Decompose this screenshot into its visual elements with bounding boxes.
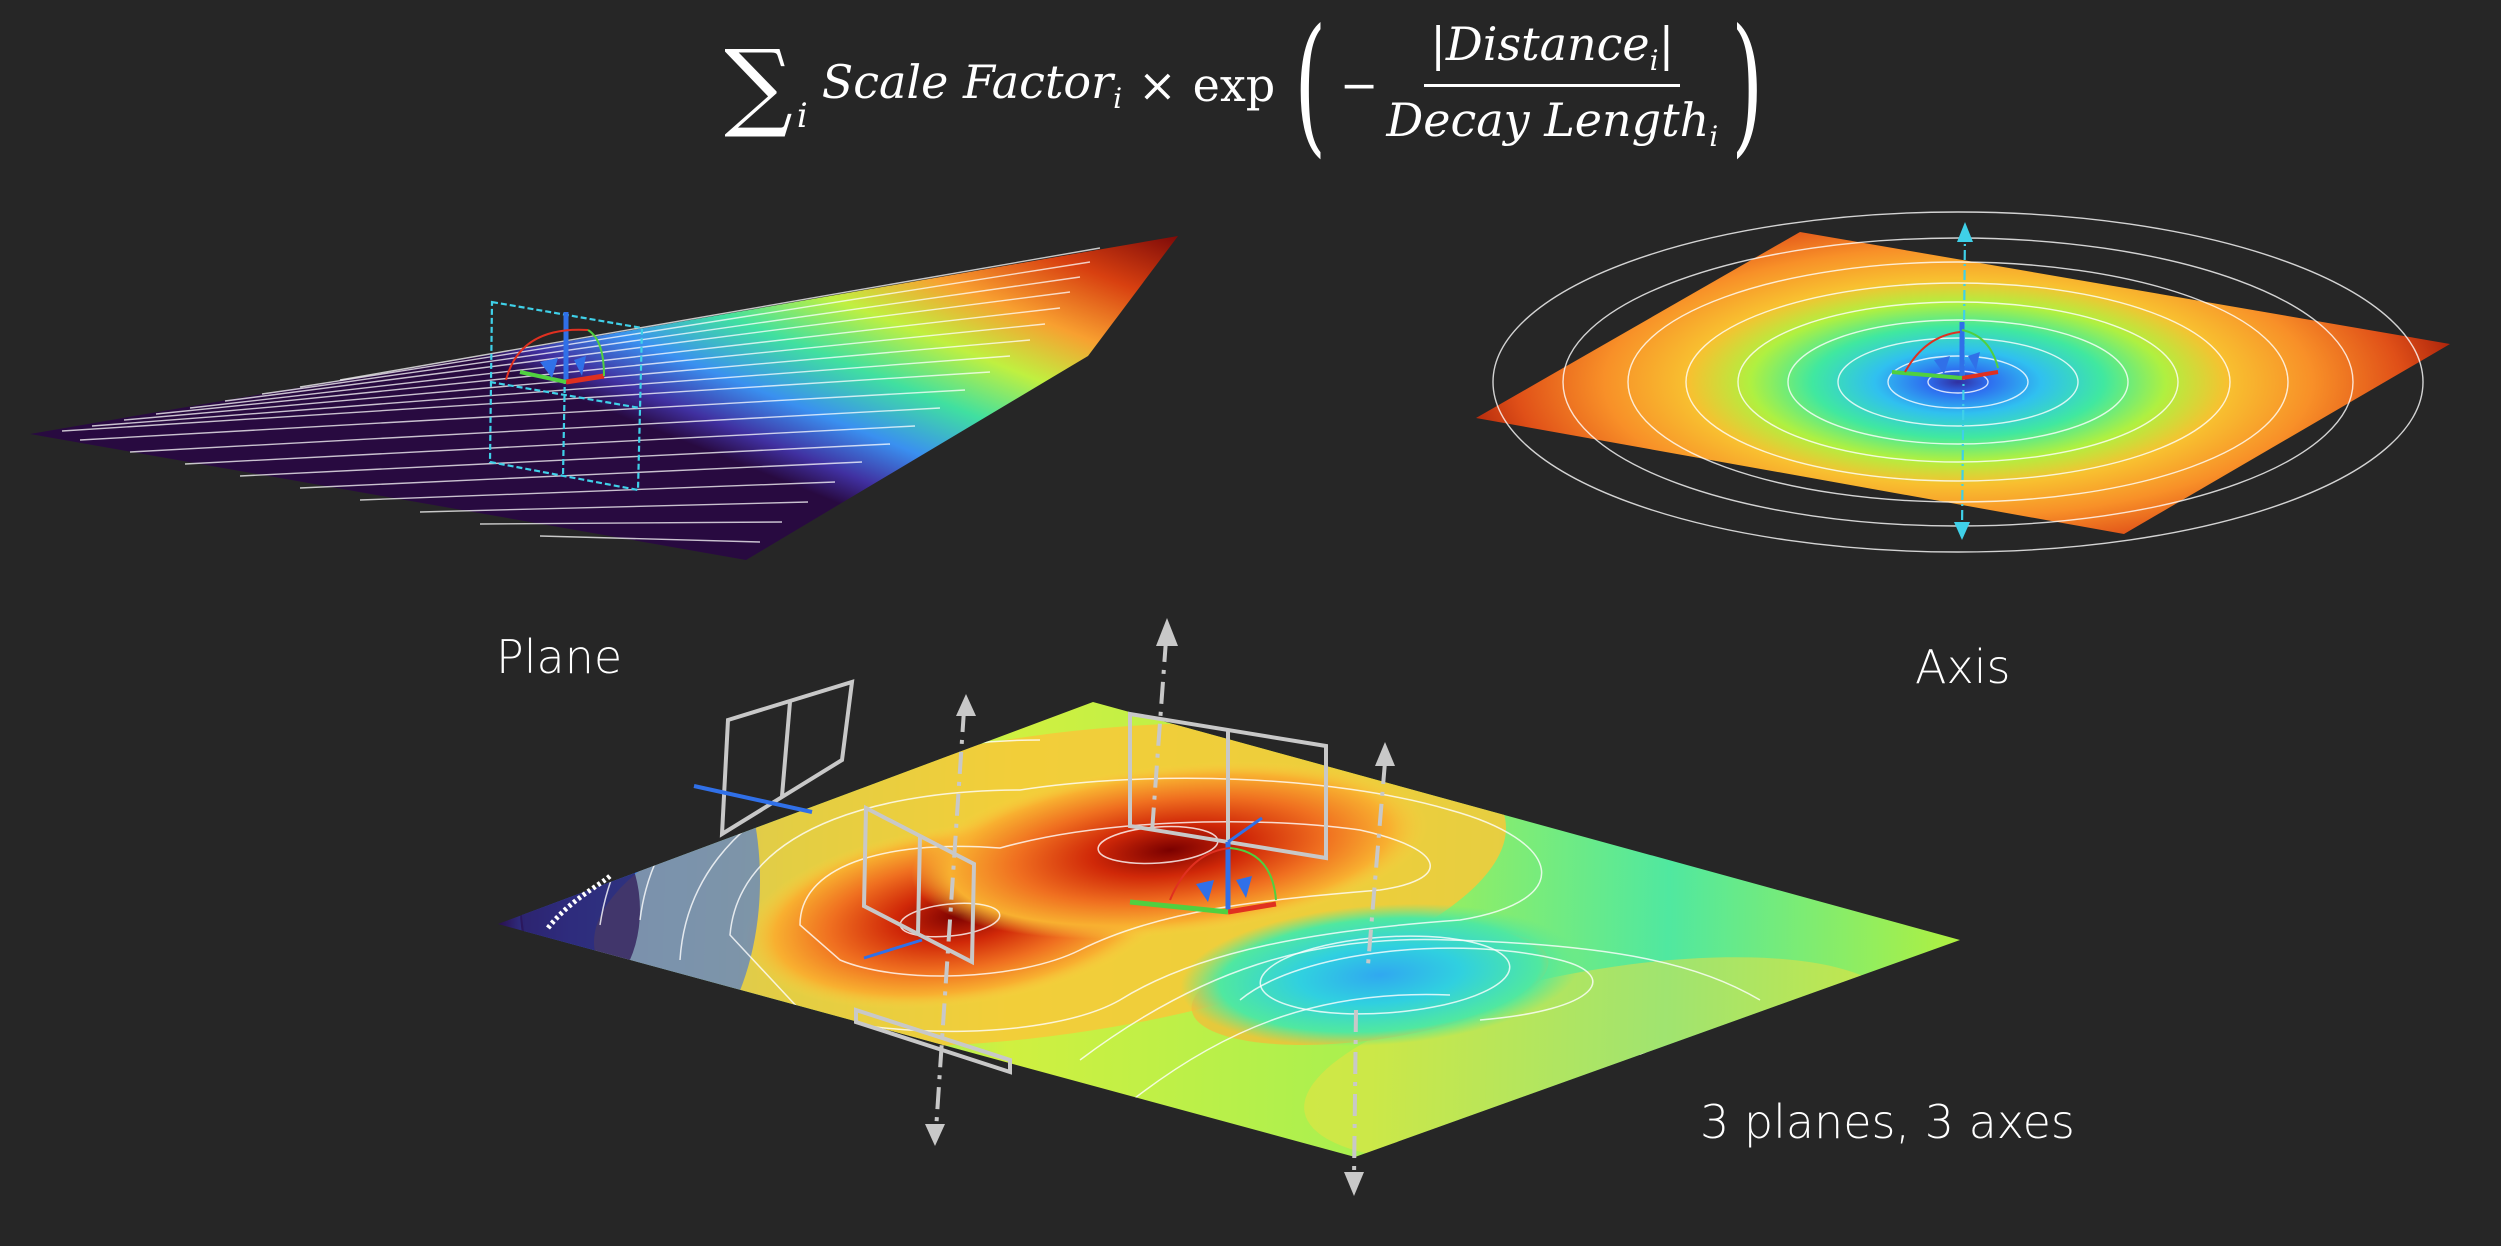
fraction-numerator: |Distancei| <box>1424 17 1681 87</box>
minus-sign: − <box>1339 58 1379 112</box>
combined-blue-axis-mid <box>863 938 923 960</box>
times-operator: × <box>1138 58 1177 112</box>
combined-axis-gizmos <box>934 639 1387 1181</box>
plane-contour-lines <box>61 247 1101 543</box>
sum-symbol: ∑ <box>724 29 793 141</box>
fraction-denominator: Decay Lengthi <box>1386 92 1719 153</box>
axis-label: Axis <box>1915 640 2011 694</box>
axis-panel <box>1476 211 2450 553</box>
exp-function: exp <box>1192 58 1276 112</box>
scale-factor-term: Scale Factori <box>821 54 1123 116</box>
plane-gizmo <box>488 300 644 492</box>
combined-axis-gizmo <box>1129 816 1277 915</box>
plane-panel <box>30 236 1178 560</box>
combined-arrowheads <box>925 618 1395 1196</box>
combined-plane-gizmos <box>719 679 1328 1075</box>
combined-rim <box>546 874 612 930</box>
axis-surface <box>1476 232 2450 534</box>
axis-contour-lines <box>1492 211 2424 553</box>
formula: ∑ i Scale Factori × exp ( − |Distancei| … <box>0 0 2501 170</box>
open-paren: ( <box>1294 0 1327 172</box>
plane-axis-gizmo <box>505 312 605 385</box>
axis-gizmo <box>1891 222 1999 540</box>
combined-label: 3 planes, 3 axes <box>1700 1095 2075 1149</box>
close-paren: ) <box>1731 0 1764 172</box>
fraction: |Distancei| Decay Lengthi <box>1386 17 1718 152</box>
plane-surface <box>30 236 1178 560</box>
sum-index: i <box>796 96 808 136</box>
plane-label: Plane <box>496 630 623 684</box>
combined-blue-axis-left <box>693 784 813 814</box>
